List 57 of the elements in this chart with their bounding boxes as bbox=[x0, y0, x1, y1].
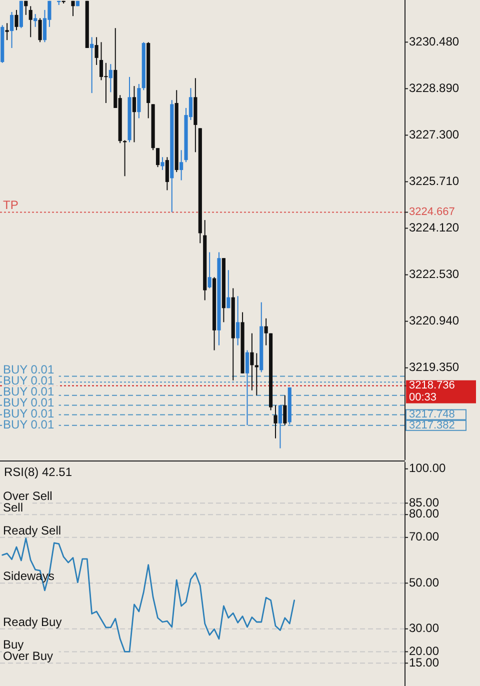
y-tick-label: 3219.350 bbox=[409, 360, 460, 374]
y-tick-label: 100.00 bbox=[409, 461, 446, 476]
ref-line-label: Ready Buy bbox=[3, 614, 62, 629]
candlestick bbox=[254, 352, 258, 396]
candlestick bbox=[38, 18, 42, 43]
candlestick bbox=[226, 270, 230, 309]
y-tick-label: 3224.667 bbox=[409, 206, 455, 218]
candlestick bbox=[108, 64, 112, 93]
candlestick bbox=[90, 36, 94, 94]
candlestick bbox=[208, 252, 212, 289]
candlestick bbox=[24, 0, 28, 16]
y-tick-label: 3217.382 bbox=[409, 419, 455, 432]
y-tick-label: 3220.940 bbox=[409, 313, 460, 328]
text: 00:33 bbox=[409, 392, 437, 404]
y-tick-label: 15.00 bbox=[409, 655, 440, 670]
y-tick-label: 50.00 bbox=[409, 575, 440, 590]
ref-line-label: Over Sell bbox=[3, 489, 52, 504]
y-tick-label: 85.00 bbox=[409, 495, 440, 510]
y-tick-label: 20.00 bbox=[409, 644, 440, 658]
y-tick-label: 30.00 bbox=[409, 621, 440, 636]
candlestick bbox=[14, 9, 18, 31]
y-tick-label: 70.00 bbox=[409, 530, 440, 544]
candlestick bbox=[165, 156, 169, 191]
candlestick bbox=[160, 156, 164, 171]
candlestick bbox=[264, 318, 268, 346]
y-tick-label: 3230.480 bbox=[409, 34, 460, 48]
y-tick-label: 3227.300 bbox=[409, 127, 460, 142]
candlestick bbox=[132, 86, 136, 143]
candlestick bbox=[94, 36, 98, 66]
ref-line-label: Ready Sell bbox=[3, 523, 62, 538]
candlestick bbox=[5, 22, 9, 41]
line-series bbox=[2, 538, 296, 652]
candlestick bbox=[236, 296, 240, 346]
ref-line-label: Buy bbox=[3, 638, 24, 652]
candlestick bbox=[99, 42, 104, 81]
candlestick bbox=[180, 150, 184, 181]
y-tick-label: 80.00 bbox=[409, 506, 440, 521]
candlestick bbox=[278, 404, 282, 449]
candlestick bbox=[28, 6, 32, 38]
candlestick bbox=[245, 350, 250, 426]
ref-line-label: Sell bbox=[3, 500, 24, 515]
candlestick bbox=[10, 11, 14, 48]
y-tick-label: 3217.748 bbox=[409, 408, 455, 421]
y-tick-label: 3222.530 bbox=[409, 266, 460, 281]
y-tick-label: 3228.890 bbox=[409, 80, 460, 95]
y-tick-label: 3224.120 bbox=[409, 220, 460, 234]
y-tick-label: 3218.736 bbox=[409, 380, 455, 392]
candlestick bbox=[156, 148, 160, 168]
candlestick bbox=[34, 14, 38, 28]
candlestick bbox=[274, 404, 278, 439]
candlestick bbox=[283, 394, 287, 426]
candlestick bbox=[250, 332, 254, 391]
y-tick-label: 3225.710 bbox=[409, 174, 460, 188]
ref-line-label: TP bbox=[3, 198, 18, 212]
candlestick bbox=[71, 0, 75, 17]
chart-title: RSI(8) 42.51 bbox=[4, 465, 72, 479]
candlestick bbox=[137, 83, 141, 119]
